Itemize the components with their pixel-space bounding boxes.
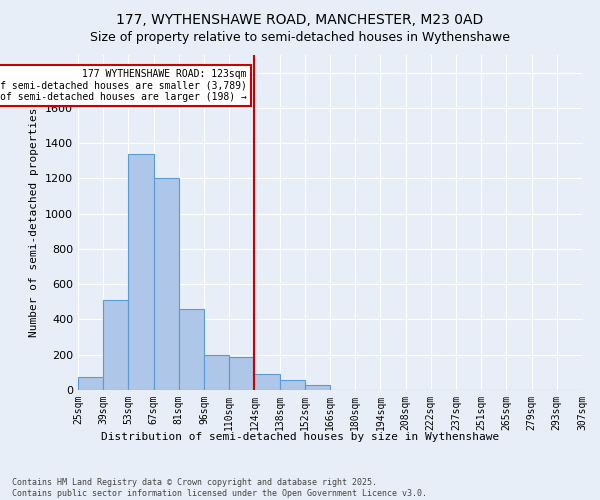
Text: Size of property relative to semi-detached houses in Wythenshawe: Size of property relative to semi-detach… xyxy=(90,31,510,44)
Y-axis label: Number of semi-detached properties: Number of semi-detached properties xyxy=(29,108,40,337)
Bar xyxy=(78,377,103,390)
Text: 177, WYTHENSHAWE ROAD, MANCHESTER, M23 0AD: 177, WYTHENSHAWE ROAD, MANCHESTER, M23 0… xyxy=(116,12,484,26)
Bar xyxy=(280,380,305,390)
Bar xyxy=(229,356,254,390)
Bar xyxy=(128,154,154,390)
Bar xyxy=(204,354,229,390)
Bar xyxy=(254,374,280,390)
Bar xyxy=(103,300,128,390)
Bar xyxy=(154,178,179,390)
Text: 177 WYTHENSHAWE ROAD: 123sqm
← 95% of semi-detached houses are smaller (3,789)
 : 177 WYTHENSHAWE ROAD: 123sqm ← 95% of se… xyxy=(0,69,247,102)
Text: Distribution of semi-detached houses by size in Wythenshawe: Distribution of semi-detached houses by … xyxy=(101,432,499,442)
Text: Contains HM Land Registry data © Crown copyright and database right 2025.
Contai: Contains HM Land Registry data © Crown c… xyxy=(12,478,427,498)
Bar xyxy=(179,309,204,390)
Bar xyxy=(305,384,330,390)
